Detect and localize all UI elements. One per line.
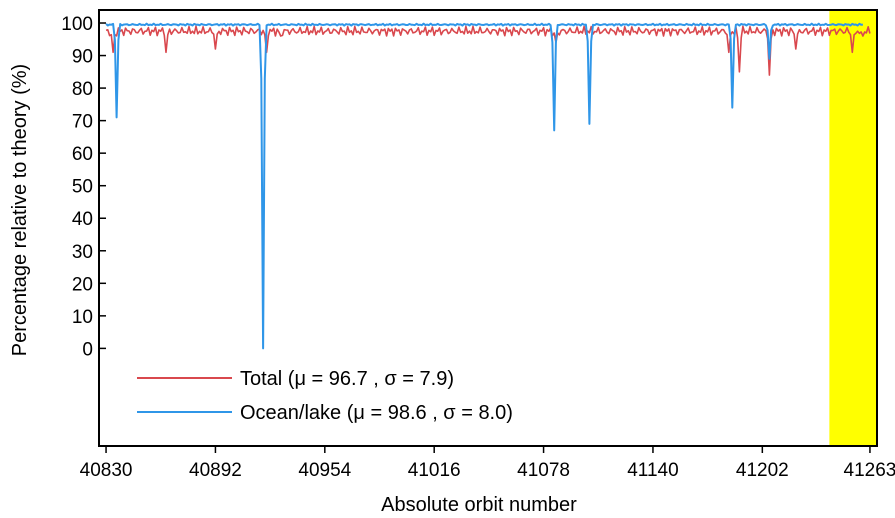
highlight-band [829,10,877,446]
y-tick-label: 30 [72,242,93,263]
y-tick-label: 90 [72,47,93,68]
x-tick-label: 41263 [844,460,895,481]
x-tick-label: 41078 [517,460,570,481]
series-line-1 [105,22,863,350]
y-tick-label: 50 [72,177,93,198]
y-tick-label: 40 [72,209,93,230]
x-tick-label: 40954 [298,460,351,481]
x-axis-ticks: 40830 40892 40954 41016 41078 41140 41202 41263 [80,446,895,481]
legend: Total (μ = 96.7 , σ = 7.9) Ocean/lake (μ… [137,368,513,424]
x-axis-title: Absolute orbit number [381,494,577,516]
x-tick-label: 41140 [627,460,678,481]
y-tick-label: 60 [72,144,93,165]
series-layer [105,22,871,350]
y-axis-ticks: 0 10 20 30 40 50 60 70 80 90 100 [61,14,106,360]
y-tick-label: 10 [72,307,93,328]
series-line-0 [105,25,871,76]
legend-label-ocean-lake: Ocean/lake (μ = 98.6 , σ = 8.0) [240,402,513,424]
y-tick-label: 0 [82,339,93,360]
x-tick-label: 41202 [736,460,789,481]
y-tick-label: 100 [61,14,93,35]
plot-frame [98,9,878,447]
highlight-band-layer [829,10,877,446]
x-tick-label: 40830 [80,460,133,481]
y-tick-label: 70 [72,112,93,133]
y-tick-label: 20 [72,274,93,295]
x-tick-label: 41016 [408,460,461,481]
x-tick-label: 40892 [189,460,242,481]
y-tick-label: 80 [72,79,93,100]
y-axis-title: Percentage relative to theory (%) [9,64,31,356]
legend-label-total: Total (μ = 96.7 , σ = 7.9) [240,368,454,390]
